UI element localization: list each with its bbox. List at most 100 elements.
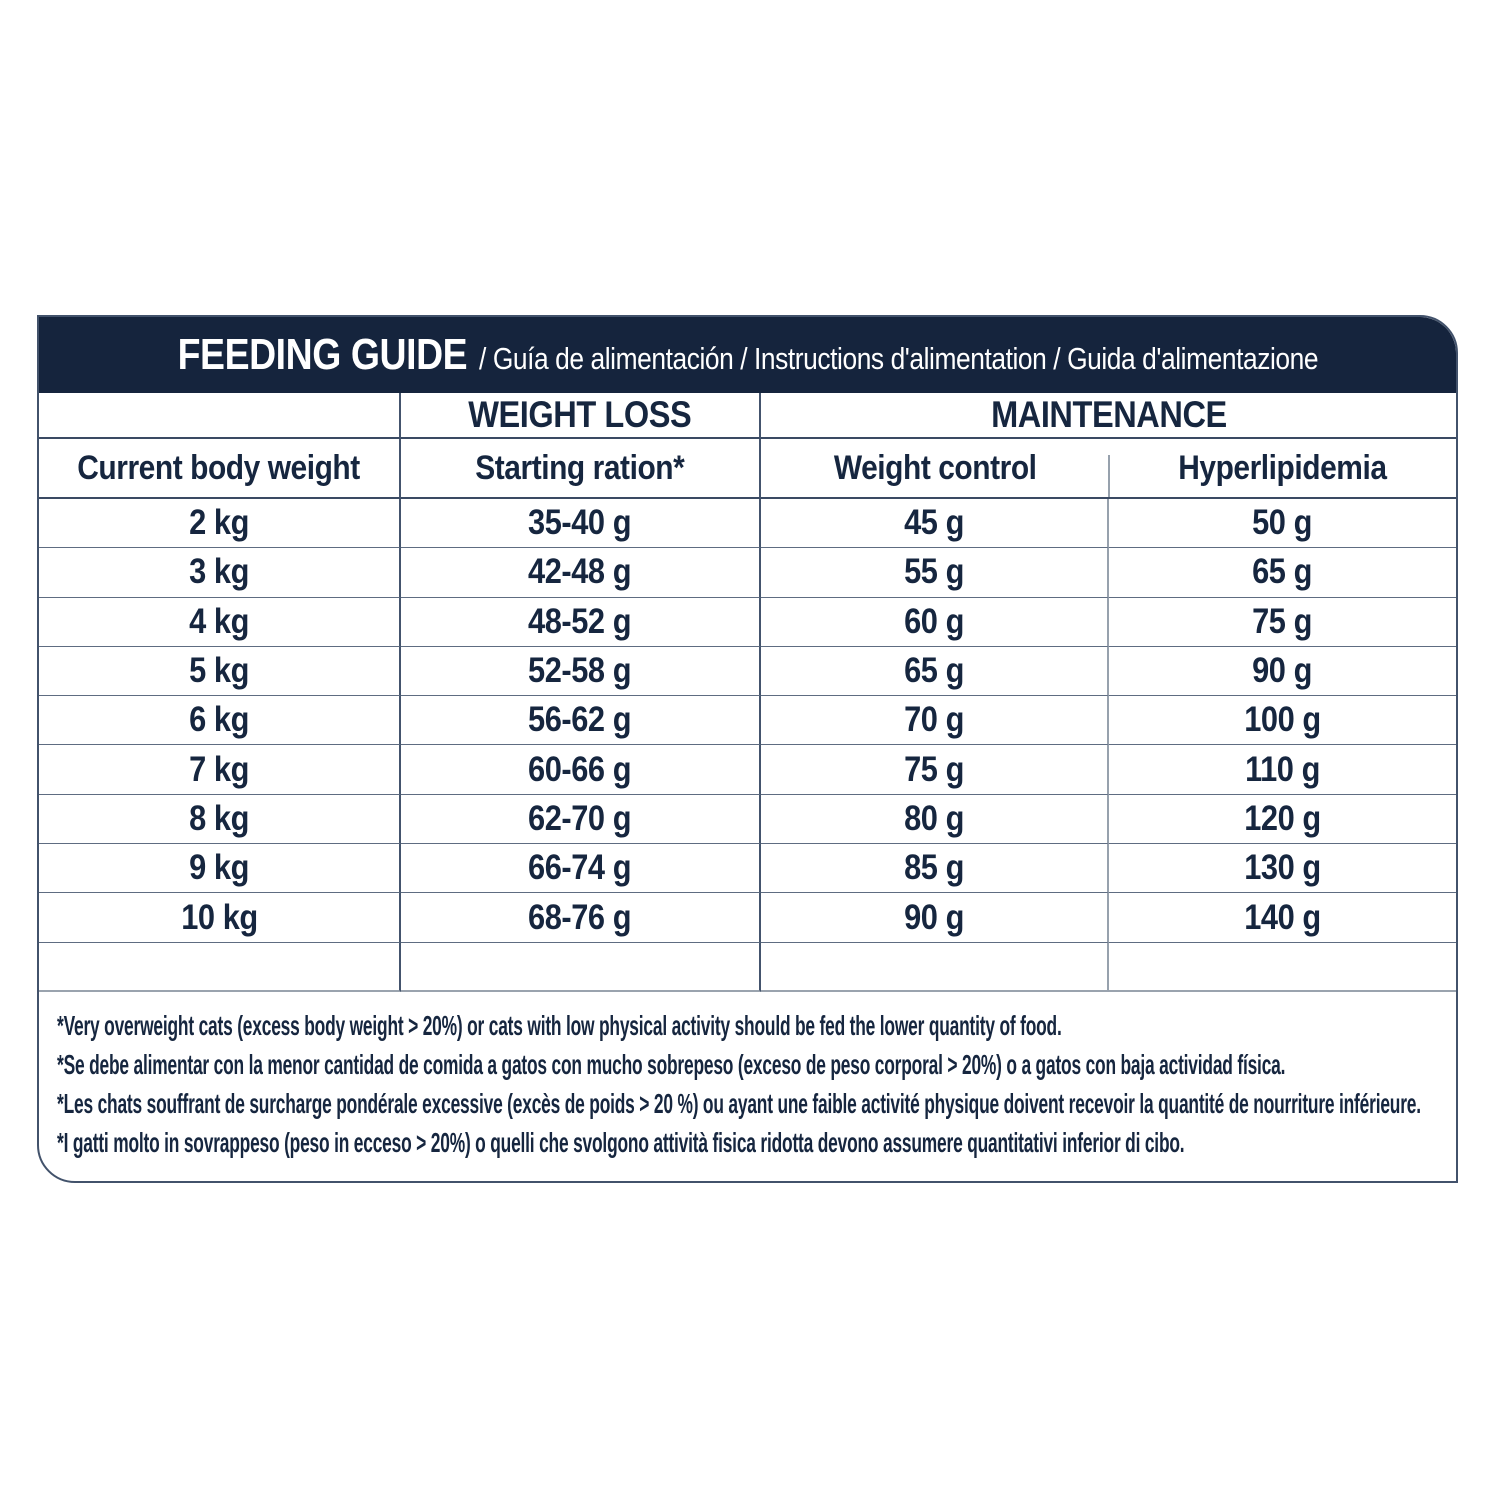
- cell-value: 8 kg: [189, 798, 249, 838]
- cell-value: 4 kg: [189, 601, 249, 641]
- table-cell-hyperlipidemia: 130 g: [1109, 844, 1456, 894]
- column-header-label: Weight control: [833, 448, 1037, 487]
- corner-empty-cell: [39, 393, 401, 439]
- cell-value: 85 g: [904, 848, 964, 888]
- footnotes: *Very overweight cats (excess body weigh…: [39, 992, 1456, 1181]
- column-header-starting-ration: Starting ration*: [401, 439, 761, 499]
- table-cell-weight: 5 kg: [39, 646, 401, 697]
- cell-value: 65 g: [1252, 552, 1313, 592]
- table-cell-hyperlipidemia: 140 g: [1109, 893, 1456, 943]
- feeding-table: WEIGHT LOSS MAINTENANCE Current body wei…: [39, 393, 1456, 992]
- header-subtitle: / Guía de alimentación / Instructions d'…: [478, 341, 1318, 376]
- group-header-maintenance-label: MAINTENANCE: [990, 394, 1227, 435]
- table-cell-hyperlipidemia: 90 g: [1109, 647, 1456, 697]
- header-text: FEEDING GUIDE / Guía de alimentación / I…: [177, 330, 1318, 380]
- cell-value: 140 g: [1244, 897, 1321, 937]
- cell-value: 10 kg: [180, 897, 258, 937]
- column-header-label: Hyperlipidemia: [1178, 448, 1387, 487]
- table-cell-weight: 8 kg: [39, 794, 401, 845]
- table-cell-weight: 9 kg: [39, 844, 401, 894]
- cell-value: 80 g: [904, 798, 964, 838]
- cell-value: 120 g: [1244, 798, 1321, 838]
- cell-value: 3 kg: [189, 552, 249, 592]
- cell-value: 110 g: [1245, 749, 1320, 789]
- table-cell-weight: 6 kg: [39, 696, 401, 746]
- cell-value: 90 g: [904, 897, 964, 937]
- table-cell-hyperlipidemia: 110 g: [1109, 745, 1456, 795]
- table-cell-weight: [39, 942, 401, 992]
- cell-value: 75 g: [1252, 601, 1313, 641]
- table-cell-weight: 2 kg: [39, 499, 401, 549]
- table-cell-hyperlipidemia: 100 g: [1109, 696, 1456, 746]
- cell-value: 6 kg: [189, 700, 249, 740]
- table-cell-hyperlipidemia: 120 g: [1109, 795, 1456, 845]
- table-cell-starting-ration: 62-70 g: [401, 794, 761, 845]
- cell-value: 66-74 g: [528, 848, 632, 888]
- feeding-guide-header: FEEDING GUIDE / Guía de alimentación / I…: [39, 317, 1456, 393]
- table-cell-weight-control: 65 g: [761, 646, 1109, 697]
- table-cell-hyperlipidemia: [1109, 943, 1456, 992]
- column-header-current-body-weight: Current body weight: [39, 439, 401, 499]
- column-header-hyperlipidemia: Hyperlipidemia: [1108, 439, 1456, 499]
- cell-value: 35-40 g: [528, 503, 632, 543]
- table-cell-weight-control: 90 g: [761, 893, 1109, 943]
- table-cell-starting-ration: 68-76 g: [401, 893, 761, 943]
- table-cell-hyperlipidemia: 65 g: [1109, 548, 1456, 598]
- footnote-french: *Les chats souffrant de surcharge pondér…: [57, 1088, 1421, 1119]
- table-cell-starting-ration: 42-48 g: [401, 548, 761, 598]
- table-cell-weight-control: 85 g: [761, 844, 1109, 894]
- table-cell-starting-ration: 66-74 g: [401, 844, 761, 894]
- table-cell-weight-control: 60 g: [761, 597, 1109, 647]
- header-title: FEEDING GUIDE: [177, 330, 467, 379]
- cell-value: 9 kg: [189, 848, 249, 888]
- table-cell-starting-ration: 35-40 g: [401, 499, 761, 549]
- table-cell-weight: 7 kg: [39, 745, 401, 795]
- table-cell-weight-control: 75 g: [761, 745, 1109, 795]
- cell-value: 45 g: [904, 503, 964, 543]
- table-cell-weight-control: 80 g: [761, 794, 1109, 845]
- group-header-maintenance: MAINTENANCE: [761, 393, 1456, 439]
- feeding-guide-panel: FEEDING GUIDE / Guía de alimentación / I…: [37, 315, 1458, 1183]
- cell-value: 75 g: [904, 749, 964, 789]
- cell-value: 62-70 g: [528, 798, 632, 838]
- footnote-italian: *I gatti molto in sovrappeso (peso in ec…: [57, 1127, 1185, 1158]
- table-cell-hyperlipidemia: 50 g: [1109, 499, 1456, 549]
- cell-value: 5 kg: [189, 651, 249, 691]
- group-header-weight-loss: WEIGHT LOSS: [401, 393, 761, 439]
- table-cell-weight-control: 45 g: [761, 499, 1109, 549]
- table-cell-starting-ration: 60-66 g: [401, 745, 761, 795]
- footnote-english: *Very overweight cats (excess body weigh…: [57, 1010, 1062, 1041]
- cell-value: 68-76 g: [528, 897, 632, 937]
- table-cell-weight: 4 kg: [39, 597, 401, 647]
- cell-value: 130 g: [1244, 848, 1321, 888]
- cell-value: 52-58 g: [528, 651, 632, 691]
- cell-value: 65 g: [904, 651, 964, 691]
- cell-value: 42-48 g: [528, 552, 632, 592]
- table-cell-weight-control: [761, 942, 1109, 992]
- cell-value: 7 kg: [189, 749, 249, 789]
- cell-value: 55 g: [904, 552, 964, 592]
- table-cell-weight-control: 55 g: [761, 548, 1109, 598]
- cell-value: 50 g: [1252, 503, 1313, 543]
- table-cell-weight-control: 70 g: [761, 696, 1109, 746]
- cell-value: 60 g: [904, 601, 964, 641]
- column-header-label: Starting ration*: [475, 448, 685, 487]
- table-cell-hyperlipidemia: 75 g: [1109, 598, 1456, 647]
- cell-value: 100 g: [1244, 700, 1321, 740]
- cell-value: 60-66 g: [528, 749, 632, 789]
- table-cell-starting-ration: 52-58 g: [401, 646, 761, 697]
- cell-value: 90 g: [1252, 651, 1313, 691]
- cell-value: 2 kg: [189, 503, 249, 543]
- cell-value: 70 g: [904, 700, 964, 740]
- cell-value: 56-62 g: [528, 700, 632, 740]
- cell-value: 48-52 g: [528, 601, 632, 641]
- column-header-weight-control: Weight control: [761, 439, 1109, 499]
- table-cell-starting-ration: [401, 942, 761, 992]
- table-cell-starting-ration: 56-62 g: [401, 696, 761, 746]
- column-header-label: Current body weight: [77, 448, 361, 487]
- table-cell-weight: 3 kg: [39, 548, 401, 598]
- table-cell-starting-ration: 48-52 g: [401, 597, 761, 647]
- group-header-weight-loss-label: WEIGHT LOSS: [468, 394, 692, 435]
- table-cell-weight: 10 kg: [39, 893, 401, 943]
